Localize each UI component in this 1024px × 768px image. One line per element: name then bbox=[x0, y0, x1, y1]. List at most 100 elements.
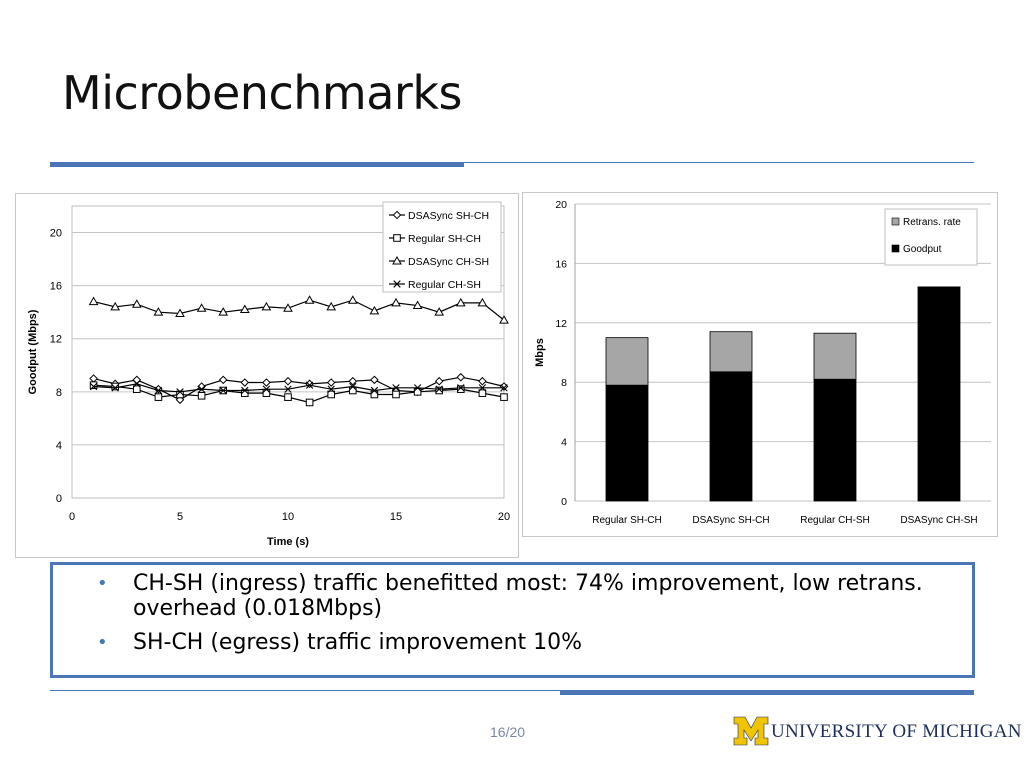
data-point bbox=[477, 297, 488, 307]
data-point bbox=[283, 376, 293, 386]
legend-box bbox=[382, 201, 502, 293]
x-tick-label: 15 bbox=[390, 511, 402, 523]
y-tick-label: 4 bbox=[561, 437, 567, 449]
data-point bbox=[197, 392, 206, 400]
data-point bbox=[305, 398, 314, 407]
data-point bbox=[456, 372, 466, 382]
data-point bbox=[326, 301, 337, 311]
data-point bbox=[369, 305, 380, 315]
bullet-list: • CH-SH (ingress) traffic benefitted mos… bbox=[53, 565, 972, 655]
bullet-text: SH-CH (egress) traffic improvement 10% bbox=[133, 630, 583, 655]
bar-retrans-rate bbox=[605, 337, 649, 386]
legend-label: Retrans. rate bbox=[903, 217, 961, 228]
data-point bbox=[478, 376, 487, 386]
data-point bbox=[500, 393, 508, 401]
data-point bbox=[153, 307, 164, 316]
legend-marker bbox=[393, 234, 401, 242]
series-line bbox=[93, 383, 504, 393]
data-point bbox=[197, 382, 206, 391]
data-point bbox=[88, 296, 99, 306]
data-point bbox=[262, 378, 271, 387]
data-point bbox=[349, 382, 357, 391]
data-point bbox=[457, 385, 465, 393]
series-dsasync-ch-sh bbox=[88, 295, 509, 324]
data-point bbox=[327, 390, 335, 399]
data-point bbox=[240, 378, 250, 387]
data-point bbox=[261, 301, 272, 311]
legend-label: Regular SH-CH bbox=[408, 233, 481, 245]
x-tick-label: 0 bbox=[69, 511, 75, 523]
bar-goodput bbox=[709, 371, 753, 502]
bullet-item: • CH-SH (ingress) traffic benefitted mos… bbox=[53, 571, 972, 621]
title-rule-thin bbox=[464, 162, 974, 163]
y-tick-label: 20 bbox=[555, 199, 567, 211]
legend-label: DSASync CH-SH bbox=[408, 256, 489, 268]
x-tick-label: Regular CH-SH bbox=[800, 515, 869, 526]
data-point bbox=[370, 375, 379, 385]
data-point bbox=[499, 315, 509, 324]
data-point bbox=[478, 384, 487, 392]
y-tick-label: 12 bbox=[50, 334, 62, 346]
legend-marker bbox=[393, 280, 401, 288]
page-number: 16/20 bbox=[490, 724, 526, 740]
data-point bbox=[175, 308, 185, 318]
goodput-line-chart: 0 4 8 12 16 20 0 5 10 15 20 Time (s) Goodput (Mbps) D… bbox=[15, 193, 519, 558]
x-tick-label: 10 bbox=[282, 511, 294, 523]
legend-label: Regular CH-SH bbox=[408, 279, 481, 291]
data-point bbox=[197, 385, 206, 393]
data-point bbox=[110, 301, 121, 311]
bullet-dot-icon: • bbox=[97, 632, 108, 653]
series-regular-ch-sh bbox=[89, 380, 508, 396]
footer-rule-thick bbox=[560, 690, 974, 695]
data-point bbox=[131, 299, 142, 308]
data-point bbox=[455, 297, 466, 307]
data-point bbox=[133, 385, 141, 393]
data-point bbox=[284, 385, 292, 393]
y-tick-label: 12 bbox=[555, 318, 567, 330]
legend-label: Goodput bbox=[903, 244, 942, 255]
bullet-item: • SH-CH (egress) traffic improvement 10% bbox=[53, 630, 972, 655]
data-point bbox=[392, 384, 400, 392]
legend: DSASync SH-CH Regular SH-CH DSASync CH-SH R… bbox=[382, 201, 502, 293]
data-point bbox=[434, 307, 445, 316]
data-point bbox=[392, 390, 400, 399]
bar-retrans-rate bbox=[709, 331, 753, 373]
goodput-bar-chart: 0 4 8 12 16 20 Mbps Regular SH-CH DSASync SH-CH R… bbox=[522, 192, 998, 537]
data-point bbox=[478, 389, 487, 397]
x-tick-label: 5 bbox=[177, 511, 183, 523]
data-point bbox=[218, 307, 229, 316]
data-point bbox=[219, 386, 227, 395]
y-tick-label: 16 bbox=[555, 258, 567, 270]
legend-swatch bbox=[891, 217, 900, 226]
x-tick-label: DSASync CH-SH bbox=[900, 515, 977, 526]
logo-text: UNIVERSITY OF MICHIGAN bbox=[771, 721, 1022, 742]
y-axis-label: Goodput (Mbps) bbox=[27, 309, 39, 394]
data-point bbox=[154, 393, 163, 401]
data-point bbox=[457, 384, 465, 392]
data-point bbox=[435, 386, 443, 395]
legend-marker bbox=[392, 210, 402, 220]
slide-title: Microbenchmarks bbox=[62, 66, 462, 120]
y-tick-label: 0 bbox=[561, 496, 567, 508]
data-point bbox=[348, 376, 358, 386]
data-point bbox=[413, 384, 422, 392]
data-point bbox=[434, 376, 444, 386]
data-point bbox=[241, 386, 249, 395]
data-point bbox=[305, 381, 314, 389]
y-axis-label: Mbps bbox=[534, 338, 546, 367]
y-tick-label: 8 bbox=[56, 387, 62, 399]
data-point bbox=[327, 385, 335, 393]
data-point bbox=[347, 295, 358, 304]
legend-swatch bbox=[891, 244, 900, 253]
bar-retrans-rate bbox=[813, 332, 857, 380]
block-m-icon bbox=[733, 716, 769, 746]
y-tick-label: 4 bbox=[56, 440, 62, 452]
data-point bbox=[176, 388, 184, 396]
x-tick-label: DSASync SH-CH bbox=[692, 515, 769, 526]
data-point bbox=[89, 382, 98, 391]
data-point bbox=[304, 295, 315, 304]
data-point bbox=[111, 382, 120, 391]
legend-label: DSASync SH-CH bbox=[408, 210, 489, 222]
data-point bbox=[239, 304, 250, 314]
summary-box: • CH-SH (ingress) traffic benefitted mos… bbox=[50, 562, 975, 678]
